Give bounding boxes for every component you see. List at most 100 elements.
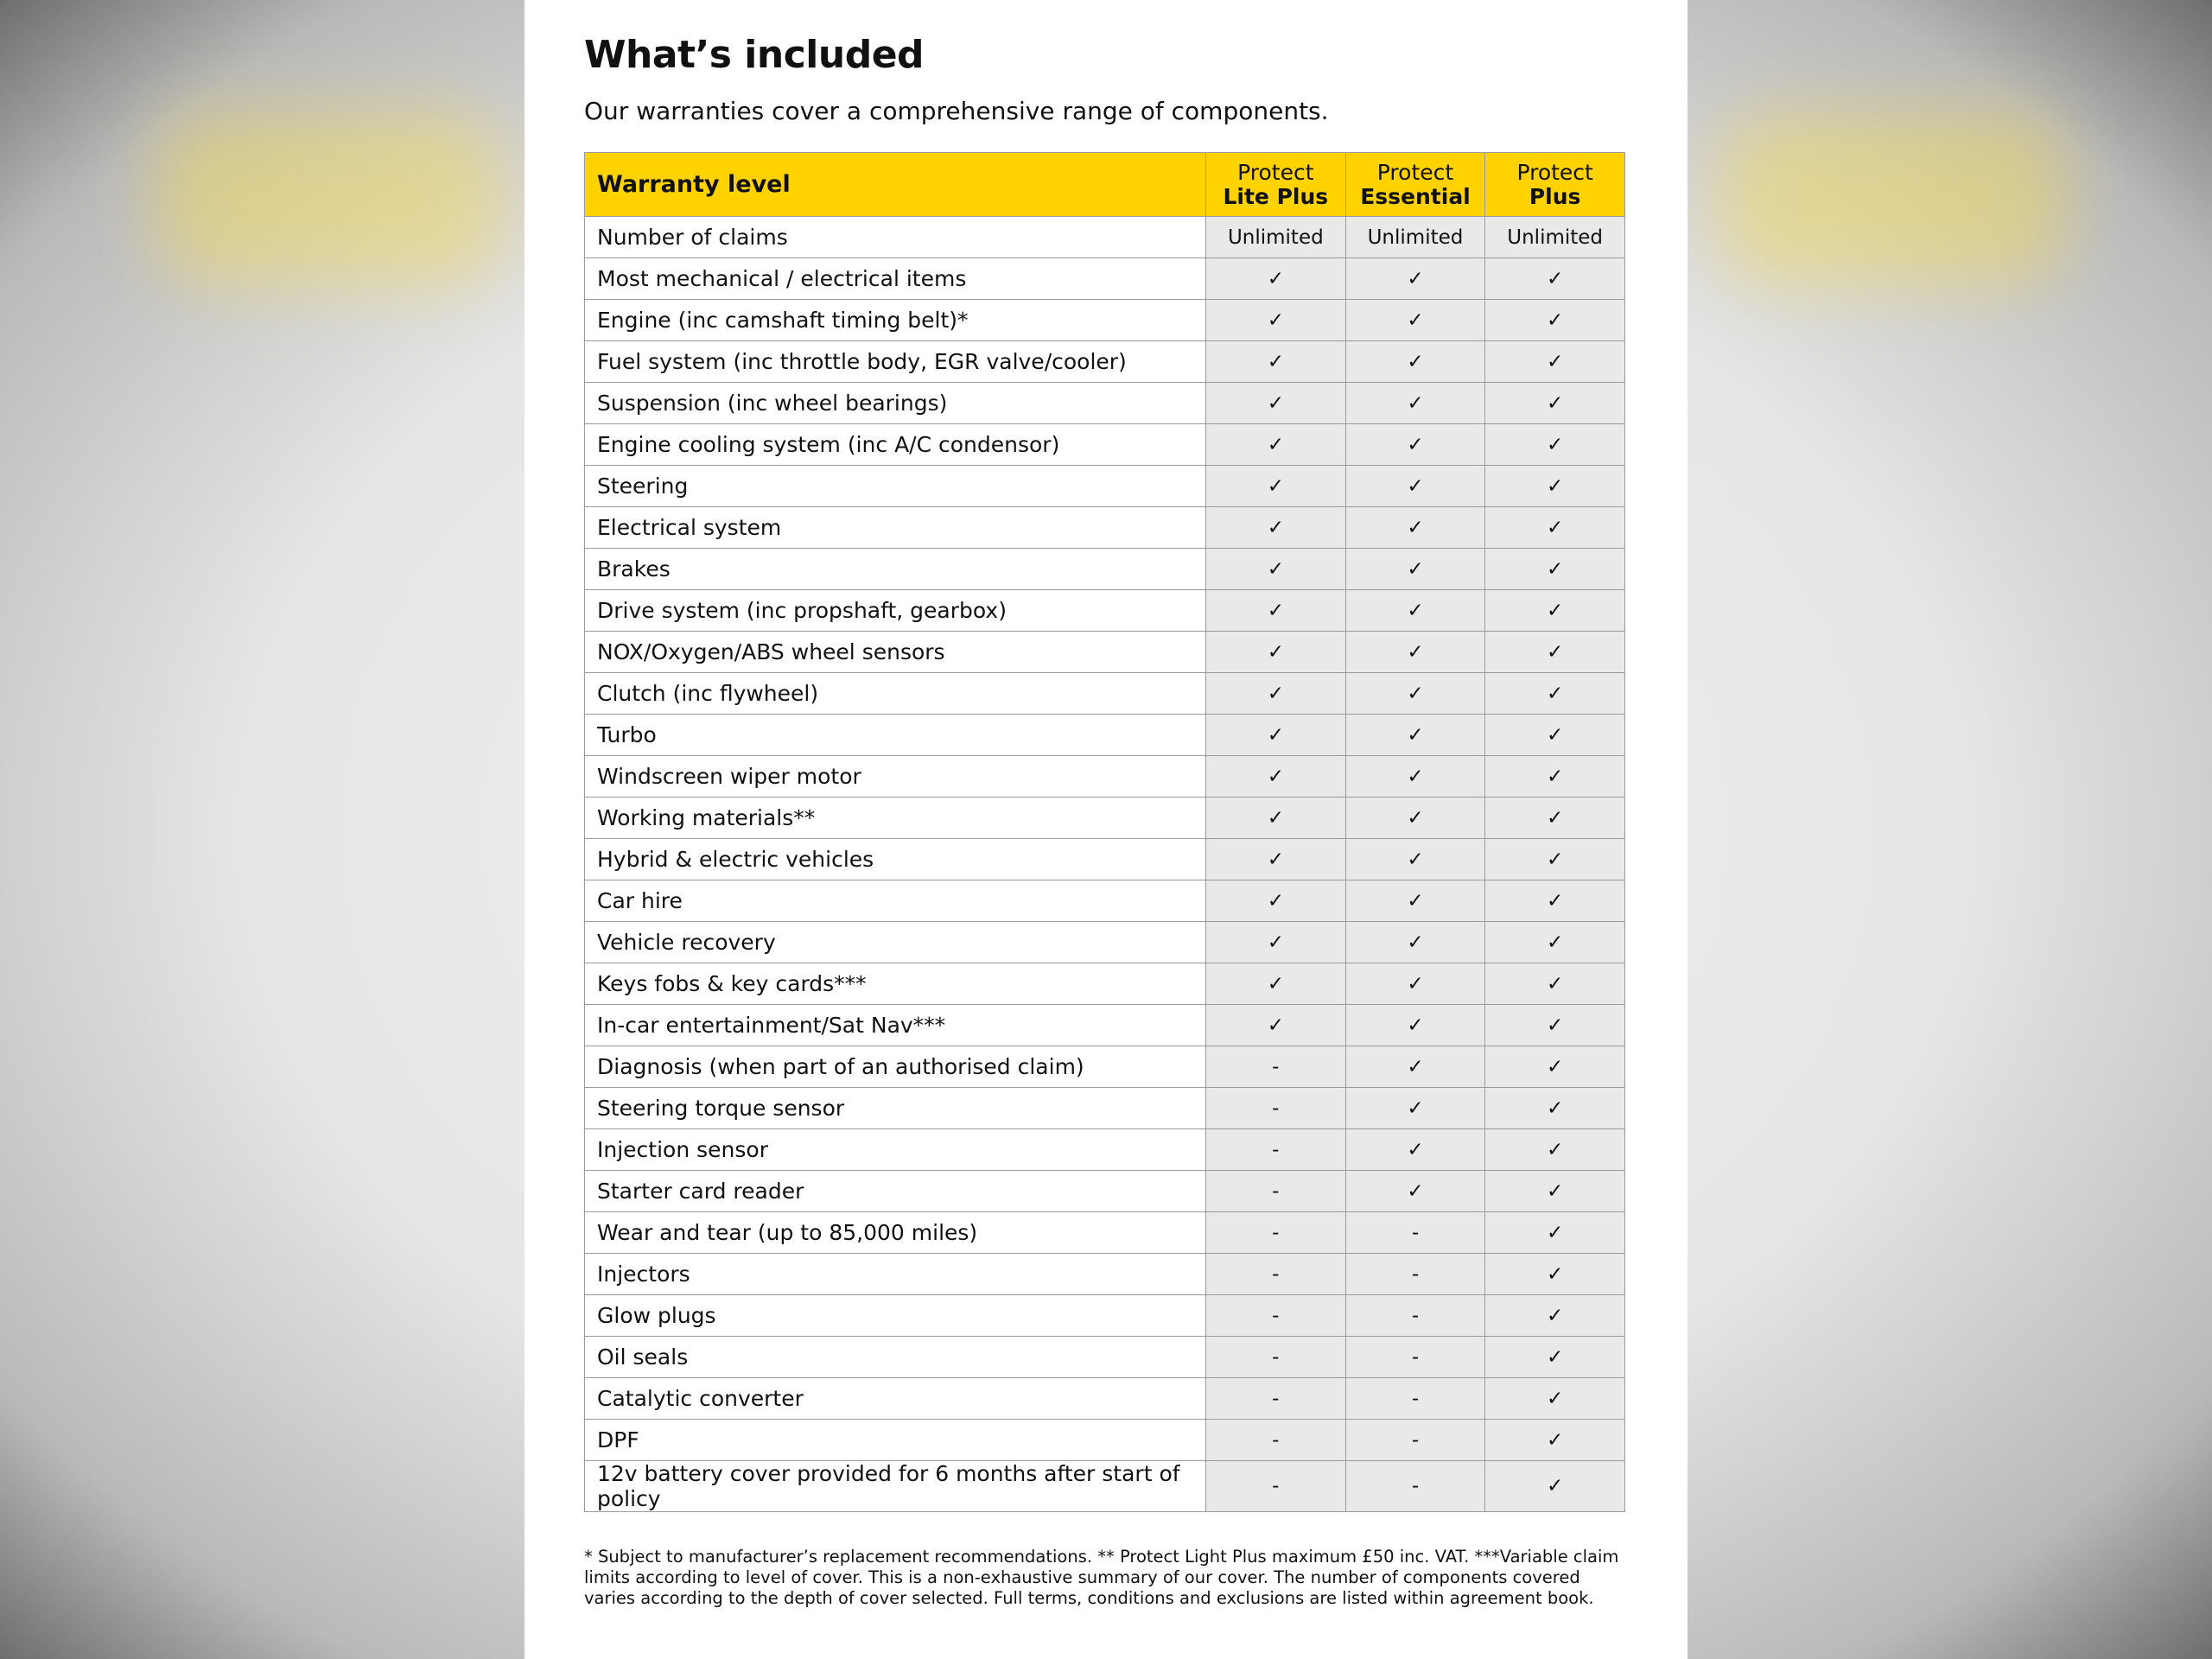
coverage-cell: - (1205, 1128, 1346, 1171)
footnote: * Subject to manufacturer’s replacement … (584, 1547, 1619, 1608)
coverage-cell: - (1205, 1087, 1346, 1129)
background-blur (156, 112, 501, 285)
coverage-cell: ✓ (1344, 1170, 1486, 1212)
coverage-cell: - (1205, 1419, 1346, 1461)
coverage-cell: ✓ (1484, 963, 1625, 1005)
coverage-cell: ✓ (1344, 797, 1486, 839)
table-row: Steering ✓ ✓ ✓ (584, 465, 1625, 507)
row-label: Turbo (584, 714, 1206, 756)
row-label: DPF (584, 1419, 1206, 1461)
coverage-cell: ✓ (1484, 838, 1625, 880)
coverage-cell: - (1205, 1336, 1346, 1378)
row-label: Vehicle recovery (584, 921, 1206, 963)
warranty-table: Warranty level Protect Lite Plus Protect Es… (584, 152, 1625, 1512)
coverage-cell: ✓ (1484, 548, 1625, 590)
column-prefix: Protect (1237, 159, 1314, 185)
coverage-cell: - (1205, 1460, 1346, 1512)
column-header: Protect Plus (1484, 152, 1625, 217)
row-label: Suspension (inc wheel bearings) (584, 382, 1206, 424)
table-row: Suspension (inc wheel bearings) ✓ ✓ ✓ (584, 382, 1625, 424)
coverage-cell: ✓ (1205, 465, 1346, 507)
row-label: Hybrid & electric vehicles (584, 838, 1206, 880)
coverage-cell: ✓ (1344, 1087, 1486, 1129)
column-header: Protect Essential (1344, 152, 1486, 217)
coverage-cell: ✓ (1344, 963, 1486, 1005)
coverage-cell: ✓ (1344, 299, 1486, 341)
coverage-cell: - (1344, 1211, 1486, 1254)
coverage-cell: ✓ (1484, 506, 1625, 549)
coverage-cell: ✓ (1344, 1046, 1486, 1088)
table-row: Electrical system ✓ ✓ ✓ (584, 506, 1625, 549)
coverage-cell: ✓ (1484, 1294, 1625, 1337)
title: What’s included (584, 33, 925, 77)
coverage-cell: ✓ (1484, 340, 1625, 383)
coverage-cell: ✓ (1344, 506, 1486, 549)
column-name: Plus (1529, 183, 1581, 209)
table-row: Engine (inc camshaft timing belt)* ✓ ✓ ✓ (584, 299, 1625, 341)
column-name: Essential (1360, 183, 1471, 209)
coverage-cell: ✓ (1484, 382, 1625, 424)
coverage-cell: ✓ (1205, 299, 1346, 341)
coverage-cell: ✓ (1205, 755, 1346, 798)
coverage-cell: ✓ (1344, 382, 1486, 424)
coverage-cell: ✓ (1344, 1004, 1486, 1046)
row-label: Steering (584, 465, 1206, 507)
table-row: Engine cooling system (inc A/C condensor… (584, 423, 1625, 466)
coverage-cell: - (1205, 1294, 1346, 1337)
coverage-cell: Unlimited (1344, 216, 1486, 258)
column-header: Protect Lite Plus (1205, 152, 1346, 217)
coverage-cell: - (1205, 1211, 1346, 1254)
coverage-cell: ✓ (1344, 589, 1486, 632)
coverage-cell: ✓ (1344, 880, 1486, 922)
background-blur (1719, 112, 2065, 285)
row-label: Injection sensor (584, 1128, 1206, 1171)
table-row: Clutch (inc flywheel) ✓ ✓ ✓ (584, 672, 1625, 715)
column-prefix: Protect (1516, 159, 1593, 185)
coverage-cell: ✓ (1484, 1460, 1625, 1512)
coverage-cell: ✓ (1344, 548, 1486, 590)
table-row: Car hire ✓ ✓ ✓ (584, 880, 1625, 922)
coverage-cell: ✓ (1484, 880, 1625, 922)
table-row: Drive system (inc propshaft, gearbox) ✓ ✓ ✓ (584, 589, 1625, 632)
row-label: NOX/Oxygen/ABS wheel sensors (584, 631, 1206, 673)
coverage-cell: ✓ (1205, 257, 1346, 300)
row-label: Oil seals (584, 1336, 1206, 1378)
coverage-cell: ✓ (1205, 921, 1346, 963)
coverage-cell: ✓ (1484, 1211, 1625, 1254)
coverage-cell: ✓ (1484, 1128, 1625, 1171)
coverage-cell: ✓ (1484, 1253, 1625, 1295)
row-label: Wear and tear (up to 85,000 miles) (584, 1211, 1206, 1254)
coverage-cell: - (1344, 1294, 1486, 1337)
row-label: Glow plugs (584, 1294, 1206, 1337)
coverage-cell: ✓ (1205, 382, 1346, 424)
table-row: Oil seals - - ✓ (584, 1336, 1625, 1378)
row-label: Brakes (584, 548, 1206, 590)
table-row: Brakes ✓ ✓ ✓ (584, 548, 1625, 590)
table-row: Working materials** ✓ ✓ ✓ (584, 797, 1625, 839)
coverage-cell: ✓ (1344, 340, 1486, 383)
coverage-cell: ✓ (1205, 838, 1346, 880)
row-label: Electrical system (584, 506, 1206, 549)
table-row: Most mechanical / electrical items ✓ ✓ ✓ (584, 257, 1625, 300)
header-row: Warranty level Protect Lite Plus Protect Es… (584, 152, 1625, 217)
column-prefix: Protect (1376, 159, 1454, 185)
coverage-cell: ✓ (1344, 257, 1486, 300)
coverage-cell: ✓ (1205, 548, 1346, 590)
table-row: Hybrid & electric vehicles ✓ ✓ ✓ (584, 838, 1625, 880)
coverage-cell: ✓ (1205, 589, 1346, 632)
row-label: Steering torque sensor (584, 1087, 1206, 1129)
row-label: Keys fobs & key cards*** (584, 963, 1206, 1005)
coverage-cell: ✓ (1484, 1087, 1625, 1129)
coverage-cell: - (1344, 1336, 1486, 1378)
coverage-cell: ✓ (1205, 797, 1346, 839)
coverage-cell: - (1205, 1377, 1346, 1420)
table-row: Vehicle recovery ✓ ✓ ✓ (584, 921, 1625, 963)
coverage-cell: ✓ (1344, 423, 1486, 466)
coverage-cell: ✓ (1344, 921, 1486, 963)
coverage-cell: ✓ (1344, 465, 1486, 507)
content-panel: What’s included Our warranties cover a c… (524, 0, 1688, 1659)
row-label: Fuel system (inc throttle body, EGR valv… (584, 340, 1206, 383)
row-label: Car hire (584, 880, 1206, 922)
coverage-cell: ✓ (1484, 714, 1625, 756)
